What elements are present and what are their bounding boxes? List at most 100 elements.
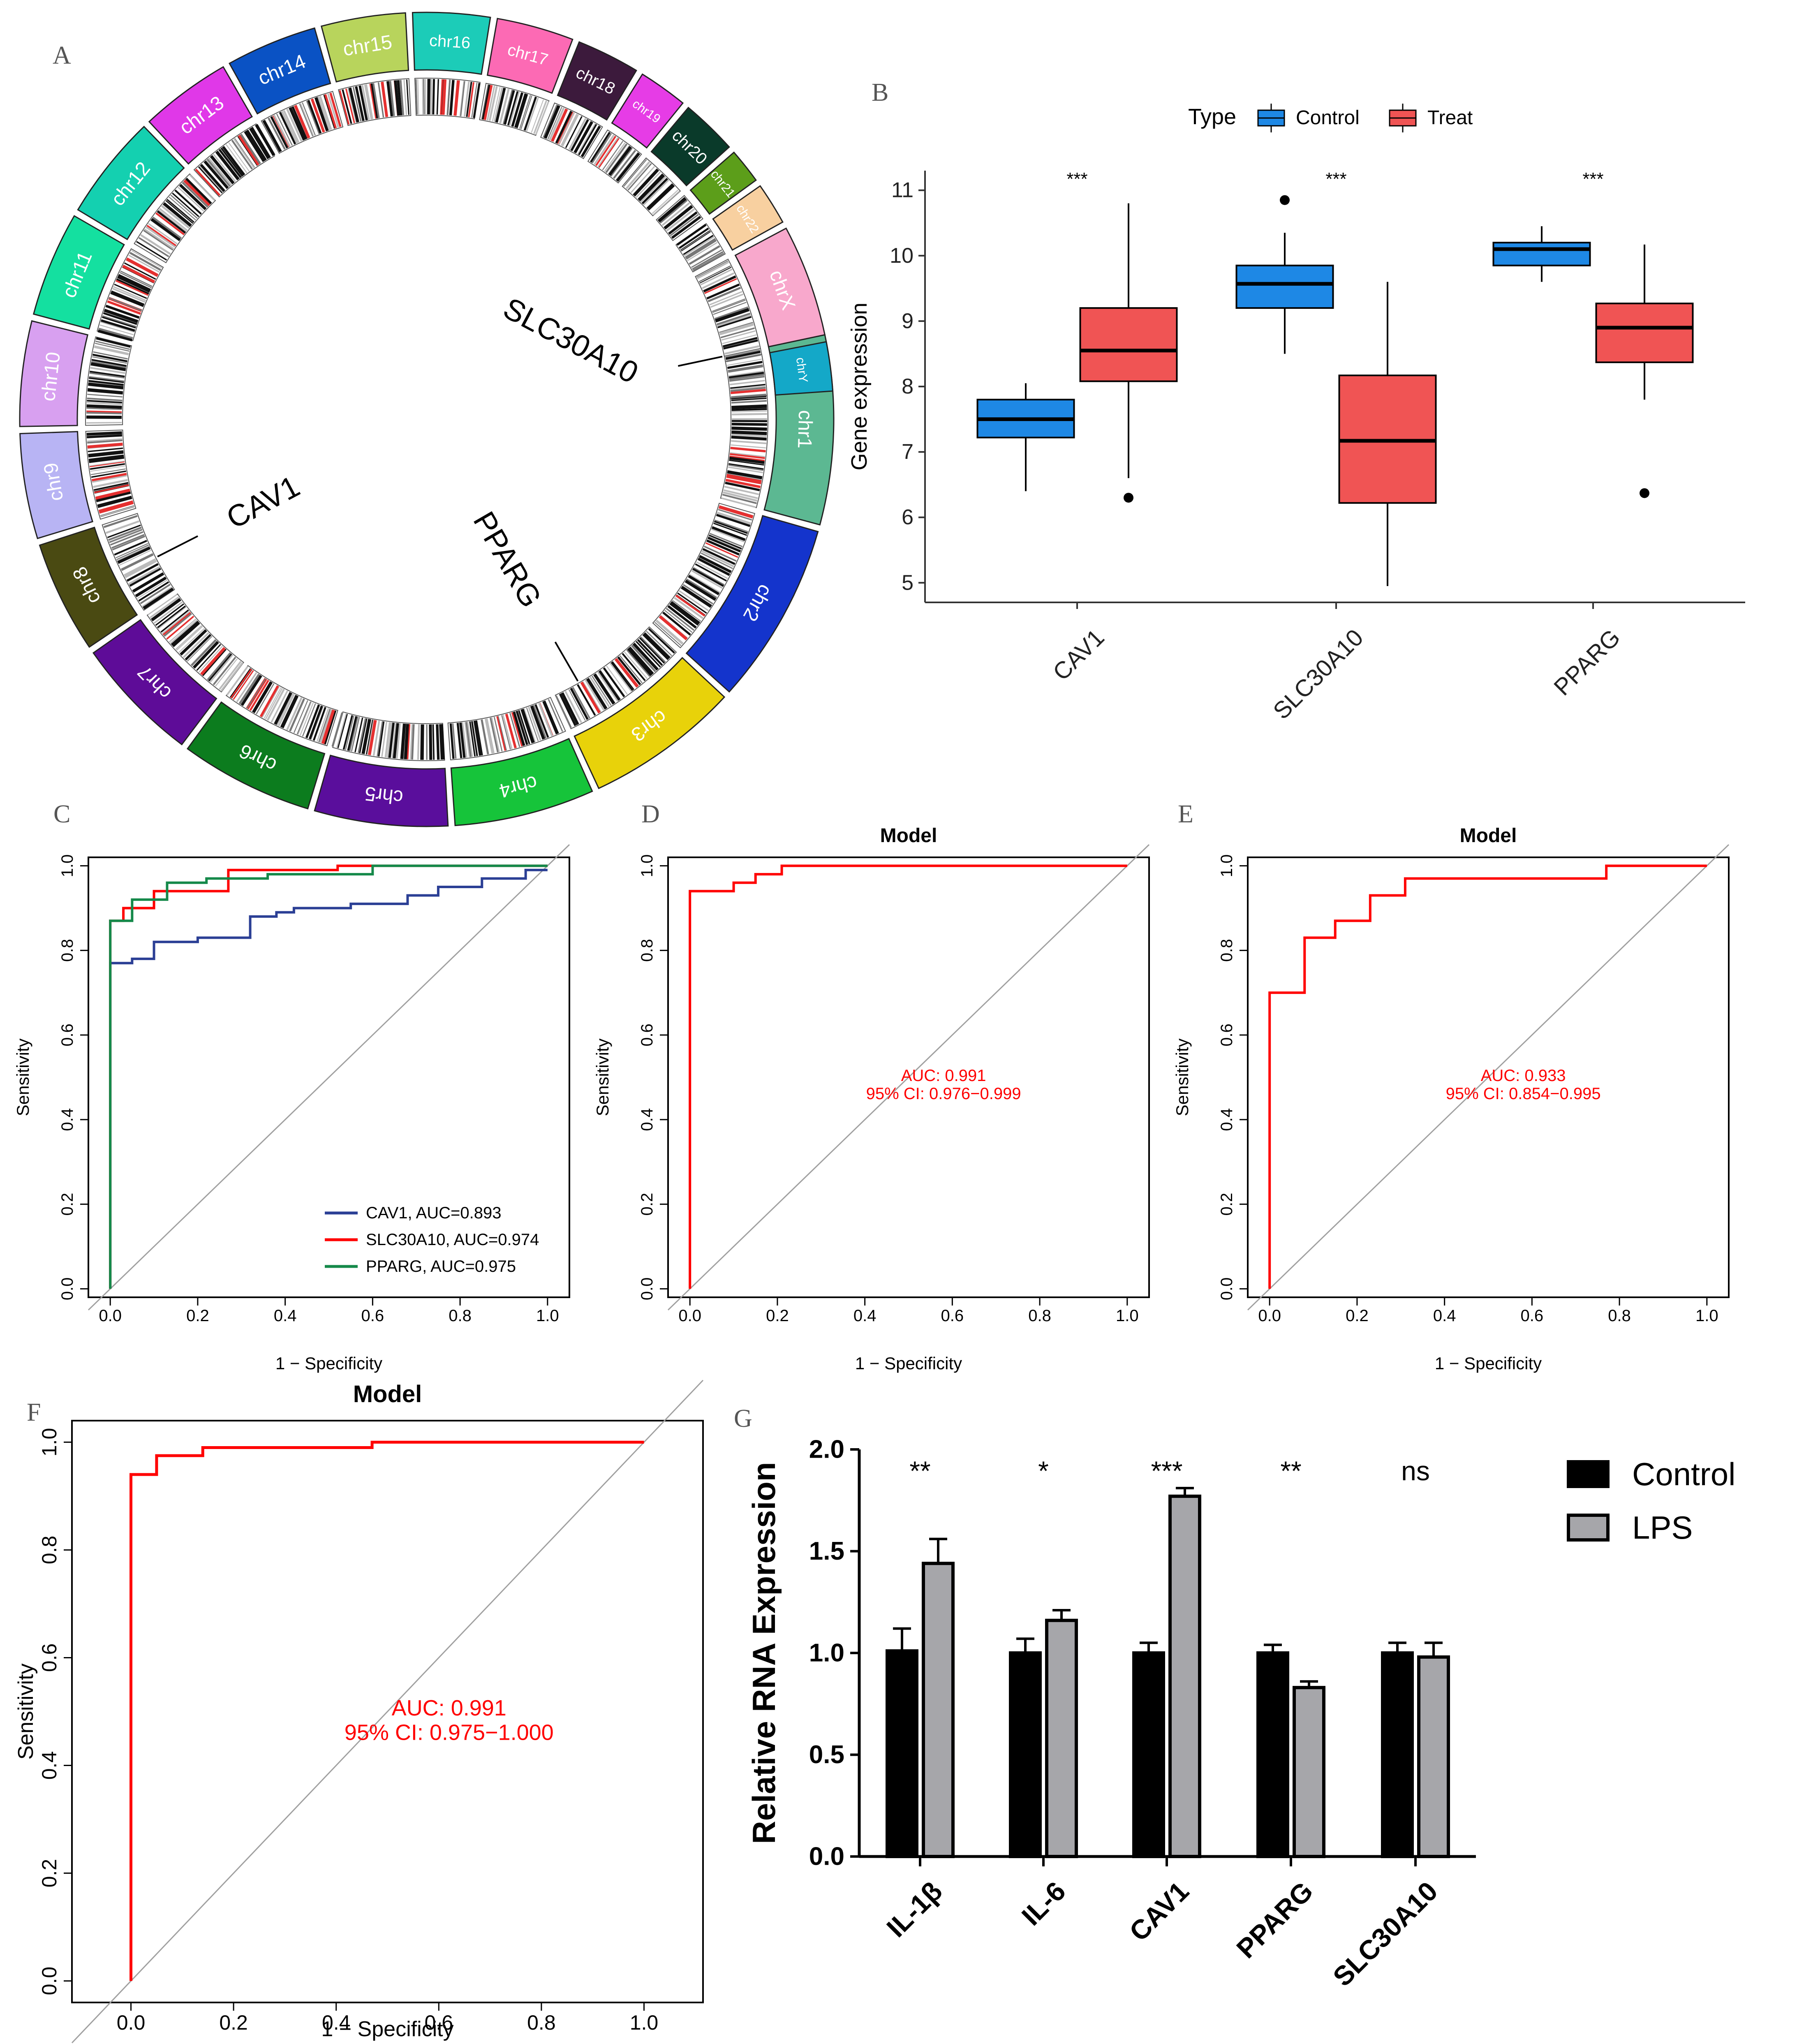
ci-annotation: 95% CI: 0.975−1.000 bbox=[345, 1720, 554, 1745]
ideogram-band bbox=[606, 665, 628, 695]
x-tick-label: 1.0 bbox=[1116, 1307, 1139, 1325]
ideogram-band bbox=[87, 442, 123, 449]
ideogram-band bbox=[175, 625, 202, 650]
ideogram-band bbox=[404, 724, 409, 759]
ideogram-band bbox=[526, 97, 539, 132]
ideogram-band bbox=[656, 619, 684, 644]
ideogram-band bbox=[246, 678, 266, 709]
ideogram-band bbox=[381, 722, 387, 757]
ideogram-band bbox=[314, 97, 328, 132]
bar-control-il-1β bbox=[886, 1649, 918, 1859]
ideogram-band bbox=[706, 539, 740, 556]
ideogram-band bbox=[555, 111, 573, 144]
ideogram-band bbox=[626, 649, 651, 677]
panel-label-b: B bbox=[872, 79, 888, 106]
ideogram-band bbox=[499, 88, 510, 124]
x-tick-label: 0.6 bbox=[361, 1307, 384, 1325]
ideogram-band bbox=[255, 124, 275, 156]
ideogram-band bbox=[166, 199, 194, 223]
chromosome-block-chr11 bbox=[32, 215, 125, 330]
x-tick-label: 0.0 bbox=[678, 1307, 701, 1325]
ideogram-band bbox=[372, 720, 380, 756]
ideogram-band bbox=[389, 81, 395, 116]
ideogram-band bbox=[661, 202, 690, 226]
ideogram-band bbox=[249, 680, 270, 711]
ideogram-band bbox=[112, 287, 146, 303]
ideogram-band bbox=[731, 444, 766, 449]
ideogram-band bbox=[730, 452, 766, 457]
ideogram-band bbox=[708, 536, 742, 551]
ideogram-band bbox=[713, 302, 747, 315]
ideogram-band bbox=[189, 174, 215, 201]
ideogram-band bbox=[126, 257, 159, 277]
ideogram-band bbox=[411, 724, 415, 760]
ideogram-band bbox=[126, 563, 159, 582]
ideogram-band bbox=[548, 107, 565, 141]
ideogram-band bbox=[716, 313, 751, 326]
ideogram-band bbox=[692, 251, 724, 270]
ideogram-band bbox=[617, 656, 641, 685]
auc-annotation: AUC: 0.933 bbox=[1481, 1067, 1566, 1085]
ideogram-band bbox=[120, 553, 153, 570]
ideogram-band bbox=[220, 662, 243, 692]
y-tick-label: 0.0 bbox=[58, 1278, 76, 1301]
ideogram-band bbox=[176, 626, 203, 651]
ideogram-band bbox=[712, 299, 746, 313]
y-tick-label: 0.8 bbox=[58, 939, 76, 962]
ideogram-band bbox=[460, 81, 465, 116]
circos-plot: chr1chr2chr3chr4chr5chr6chr7chr8chr9chr1… bbox=[19, 12, 835, 827]
ideogram-band bbox=[580, 125, 601, 157]
ideogram-band bbox=[688, 574, 720, 595]
ideogram-band bbox=[278, 694, 295, 727]
ideogram-band bbox=[729, 459, 764, 466]
ideogram-band bbox=[726, 353, 761, 361]
ideogram-band bbox=[241, 675, 262, 706]
ideogram-band bbox=[624, 651, 648, 679]
ideogram-band bbox=[94, 345, 129, 354]
ideogram-band bbox=[136, 241, 167, 261]
ideogram-band bbox=[89, 372, 125, 379]
ideogram-band bbox=[608, 146, 632, 176]
ideogram-band bbox=[266, 688, 285, 721]
ideogram-band bbox=[659, 615, 688, 641]
ideogram-band bbox=[88, 451, 124, 458]
ideogram-band bbox=[729, 372, 764, 380]
ideogram-band bbox=[481, 84, 489, 120]
ideogram-band bbox=[185, 178, 212, 204]
y-tick-label: 9 bbox=[902, 309, 914, 333]
ideogram-band bbox=[370, 83, 380, 119]
gene-marker-PPARG bbox=[554, 641, 579, 682]
ideogram-band bbox=[705, 542, 738, 558]
chart-title: Model bbox=[880, 825, 937, 847]
y-tick-label: 0.0 bbox=[638, 1278, 656, 1301]
ideogram-band bbox=[226, 666, 249, 696]
ideogram-band bbox=[110, 531, 143, 546]
ideogram-band bbox=[667, 605, 697, 629]
ideogram-band bbox=[627, 163, 652, 191]
ideogram-band bbox=[641, 178, 668, 205]
ideogram-band bbox=[124, 559, 157, 577]
y-tick-label: 0.5 bbox=[809, 1741, 844, 1769]
ideogram-band bbox=[585, 679, 605, 711]
ideogram-band bbox=[87, 394, 123, 398]
ideogram-band bbox=[559, 693, 577, 726]
y-axis-title: Sensitivity bbox=[593, 1038, 612, 1116]
ideogram-band bbox=[281, 111, 298, 144]
ideogram-band bbox=[698, 555, 732, 574]
ideogram-band bbox=[490, 717, 500, 752]
auc-annotation: AUC: 0.991 bbox=[901, 1067, 986, 1085]
ideogram-band bbox=[613, 150, 636, 179]
chromosome-block-chr14 bbox=[228, 27, 331, 115]
ideogram-band bbox=[675, 595, 705, 617]
ideogram-band bbox=[94, 346, 129, 356]
y-tick-label: 0.6 bbox=[1218, 1023, 1236, 1046]
ideogram-band bbox=[372, 83, 380, 118]
legend-label-slc30a10: SLC30A10, AUC=0.974 bbox=[366, 1231, 539, 1249]
ideogram-band bbox=[206, 158, 231, 187]
ideogram-band bbox=[400, 723, 406, 759]
ideogram-band bbox=[210, 155, 235, 185]
panel-label-g: G bbox=[734, 1405, 752, 1433]
roc-chart-f: 0.0 0.2 0.4 0.6 0.8 1.0 0.0 0.2 0.4 0.6 0.8 1.0 1 − … bbox=[14, 1380, 704, 2044]
ideogram-band bbox=[352, 87, 362, 122]
ideogram-band bbox=[463, 81, 470, 117]
